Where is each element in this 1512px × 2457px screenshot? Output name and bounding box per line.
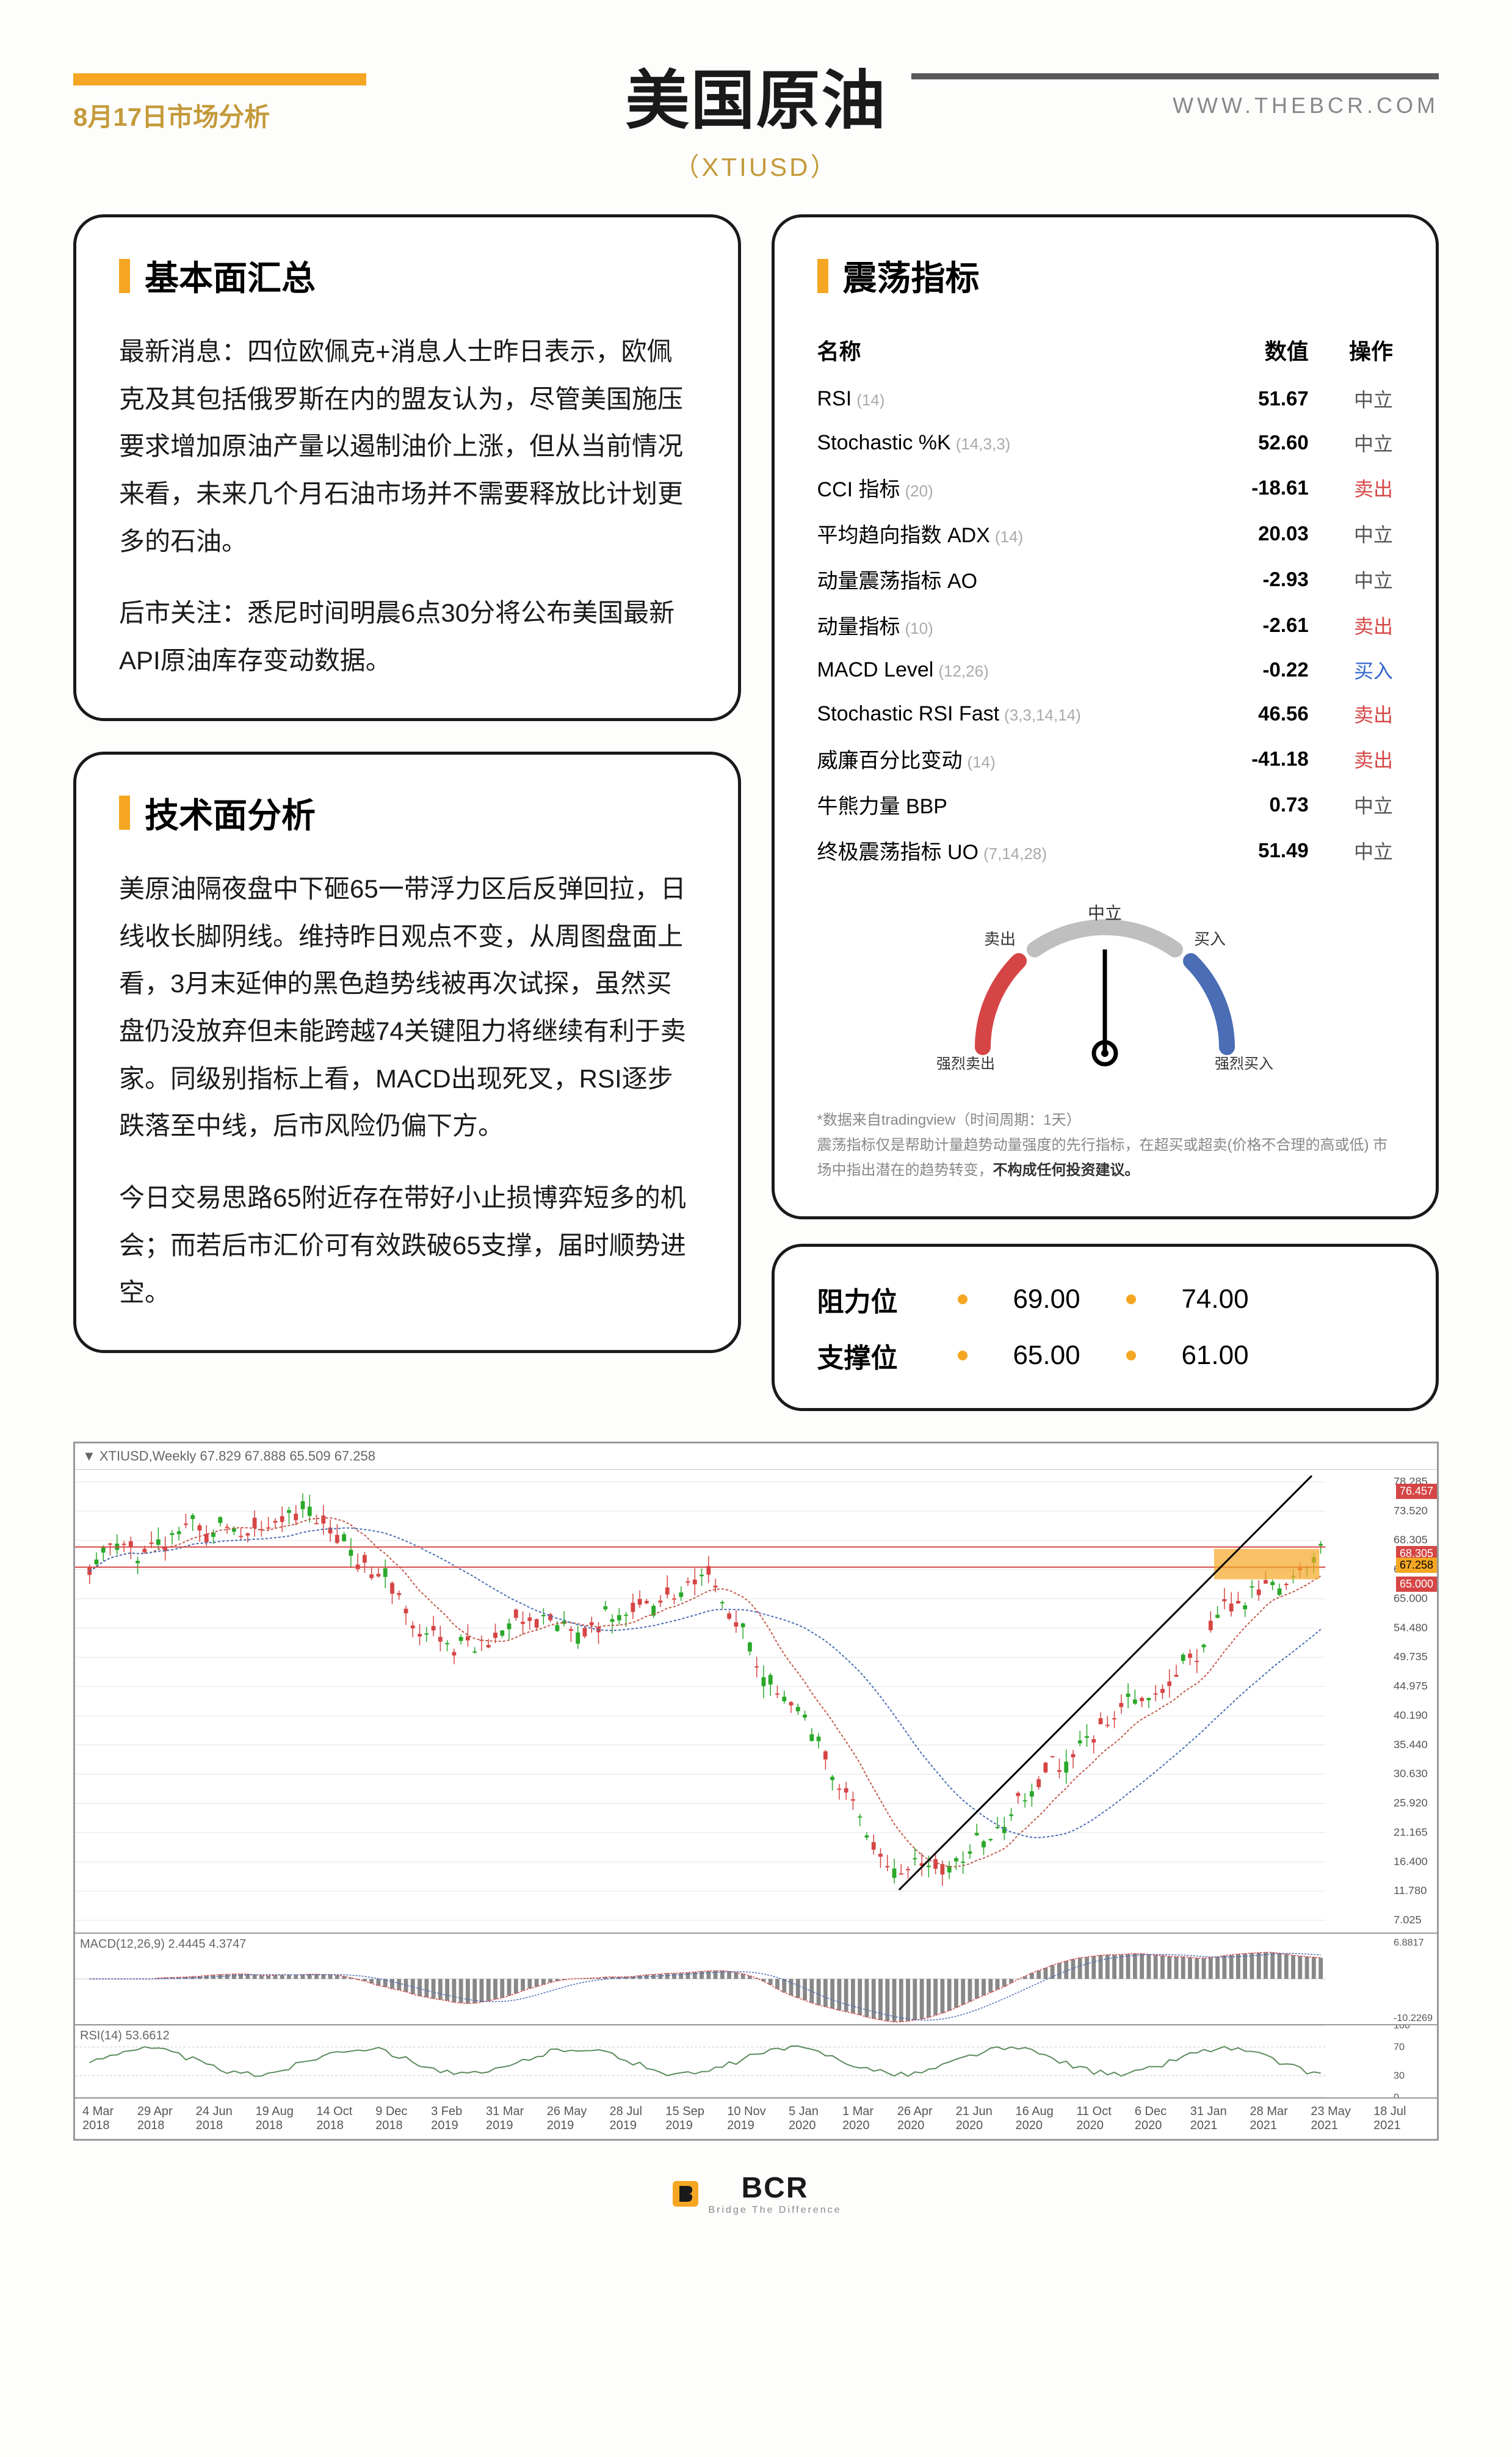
page-title: 美国原油	[626, 49, 887, 142]
col-action: 操作	[1327, 328, 1393, 377]
svg-text:11.780: 11.780	[1394, 1885, 1427, 1897]
dot-icon	[958, 1351, 968, 1360]
table-row: 威廉百分比变动(14) -41.18 卖出	[817, 736, 1394, 782]
svg-text:7.025: 7.025	[1394, 1914, 1422, 1926]
accent-bar-left	[73, 73, 366, 85]
accent-bar-right	[911, 73, 1439, 79]
dot-icon	[1126, 1294, 1136, 1304]
svg-text:49.735: 49.735	[1394, 1651, 1428, 1663]
footer-brand: BCR	[708, 2171, 841, 2205]
svg-text:-10.2269: -10.2269	[1394, 2014, 1433, 2024]
fundamentals-title: 基本面汇总	[145, 251, 316, 300]
chart-header: ▼ XTIUSD,Weekly 67.829 67.888 65.509 67.…	[75, 1443, 1437, 1470]
price-chart: ▼ XTIUSD,Weekly 67.829 67.888 65.509 67.…	[73, 1442, 1439, 2141]
title-accent	[817, 259, 828, 293]
title-accent	[119, 796, 130, 830]
support-v1: 65.00	[986, 1340, 1108, 1371]
col-value: 数值	[1214, 328, 1327, 377]
table-row: 动量指标(10) -2.61 卖出	[817, 602, 1394, 648]
page-footer: BCR Bridge The Difference	[73, 2171, 1439, 2240]
svg-text:65.000: 65.000	[1394, 1592, 1428, 1605]
table-row: MACD Level(12,26) -0.22 买入	[817, 648, 1394, 692]
svg-text:强烈买入: 强烈买入	[1215, 1056, 1273, 1072]
levels-card: 阻力位 69.00 74.00 支撑位 65.00 61.00	[772, 1244, 1439, 1411]
svg-text:100: 100	[1394, 2025, 1410, 2031]
website-url: WWW.THEBCR.COM	[911, 93, 1439, 118]
fundamentals-p1: 最新消息：四位欧佩克+消息人士昨日表示，欧佩克及其包括俄罗斯在内的盟友认为，尽管…	[119, 328, 695, 565]
table-row: CCI 指标(20) -18.61 卖出	[817, 465, 1394, 510]
svg-text:54.480: 54.480	[1394, 1622, 1428, 1634]
footer-tagline: Bridge The Difference	[708, 2205, 841, 2216]
col-name: 名称	[817, 328, 1214, 377]
svg-text:70: 70	[1394, 2042, 1405, 2053]
svg-text:买入: 买入	[1194, 930, 1226, 948]
table-row: RSI(14) 51.67 中立	[817, 377, 1394, 421]
svg-text:中立: 中立	[1088, 904, 1122, 923]
table-row: 牛熊力量 BBP 0.73 中立	[817, 782, 1394, 827]
table-row: Stochastic RSI Fast(3,3,14,14) 46.56 卖出	[817, 692, 1394, 736]
svg-text:强烈卖出: 强烈卖出	[936, 1056, 995, 1072]
dot-icon	[958, 1294, 968, 1304]
date-label: 8月17日市场分析	[73, 96, 601, 134]
macd-label: MACD(12,26,9) 2.4445 4.3747	[80, 1937, 246, 1951]
svg-text:73.520: 73.520	[1394, 1504, 1428, 1517]
page-subtitle: （XTIUSD）	[626, 147, 887, 184]
disclaimer-text: *数据来自tradingview（时间周期：1天） 震荡指标仅是帮助计量趋势动量…	[817, 1108, 1394, 1183]
dot-icon	[1126, 1351, 1136, 1360]
svg-text:卖出: 卖出	[984, 930, 1016, 948]
resistance-v1: 69.00	[986, 1284, 1108, 1315]
oscillators-title: 震荡指标	[843, 251, 980, 300]
support-v2: 61.00	[1154, 1340, 1276, 1371]
fundamentals-card: 基本面汇总 最新消息：四位欧佩克+消息人士昨日表示，欧佩克及其包括俄罗斯在内的盟…	[73, 214, 741, 721]
table-row: Stochastic %K(14,3,3) 52.60 中立	[817, 421, 1394, 465]
rsi-label: RSI(14) 53.6612	[80, 2029, 170, 2043]
technical-title: 技术面分析	[145, 788, 316, 838]
oscillators-card: 震荡指标 名称 数值 操作 RSI(14) 51.67 中立 Stochasti…	[772, 214, 1439, 1219]
technical-card: 技术面分析 美原油隔夜盘中下砸65一带浮力区后反弹回拉，日线收长脚阴线。维持昨日…	[73, 752, 741, 1353]
technical-p1: 美原油隔夜盘中下砸65一带浮力区后反弹回拉，日线收长脚阴线。维持昨日观点不变，从…	[119, 865, 695, 1150]
svg-text:68.305: 68.305	[1394, 1534, 1428, 1546]
svg-text:6.8817: 6.8817	[1394, 1938, 1424, 1948]
table-row: 平均趋向指数 ADX(14) 20.03 中立	[817, 510, 1394, 556]
table-row: 终极震荡指标 UO(7,14,28) 51.49 中立	[817, 827, 1394, 873]
bcr-logo-icon	[670, 2179, 701, 2209]
svg-text:44.975: 44.975	[1394, 1680, 1428, 1693]
fundamentals-p2: 后市关注：悉尼时间明晨6点30分将公布美国最新API原油库存变动数据。	[119, 589, 695, 684]
svg-text:30: 30	[1394, 2071, 1405, 2081]
svg-text:30.630: 30.630	[1394, 1768, 1428, 1780]
title-accent	[119, 259, 130, 293]
support-label: 支撑位	[817, 1336, 939, 1375]
svg-text:0: 0	[1394, 2093, 1399, 2098]
resistance-v2: 74.00	[1154, 1284, 1276, 1315]
indicators-table: 名称 数值 操作 RSI(14) 51.67 中立 Stochastic %K(…	[817, 328, 1394, 873]
technical-p2: 今日交易思路65附近存在带好小止损博弈短多的机会；而若后市汇价可有效跌破65支撑…	[119, 1174, 695, 1316]
page-header: 8月17日市场分析 美国原油 （XTIUSD） WWW.THEBCR.COM	[73, 49, 1439, 184]
table-row: 动量震荡指标 AO -2.93 中立	[817, 556, 1394, 602]
svg-text:25.920: 25.920	[1394, 1797, 1428, 1809]
resistance-label: 阻力位	[817, 1280, 939, 1319]
svg-text:21.165: 21.165	[1394, 1826, 1428, 1838]
chart-date-axis: 4 Mar 201829 Apr 201824 Jun 201819 Aug 2…	[75, 2099, 1437, 2139]
gauge-chart: 中立 卖出 买入 强烈卖出 强烈买入	[817, 901, 1394, 1093]
svg-text:35.440: 35.440	[1394, 1738, 1428, 1751]
svg-text:16.400: 16.400	[1394, 1856, 1428, 1868]
svg-text:40.190: 40.190	[1394, 1709, 1428, 1721]
